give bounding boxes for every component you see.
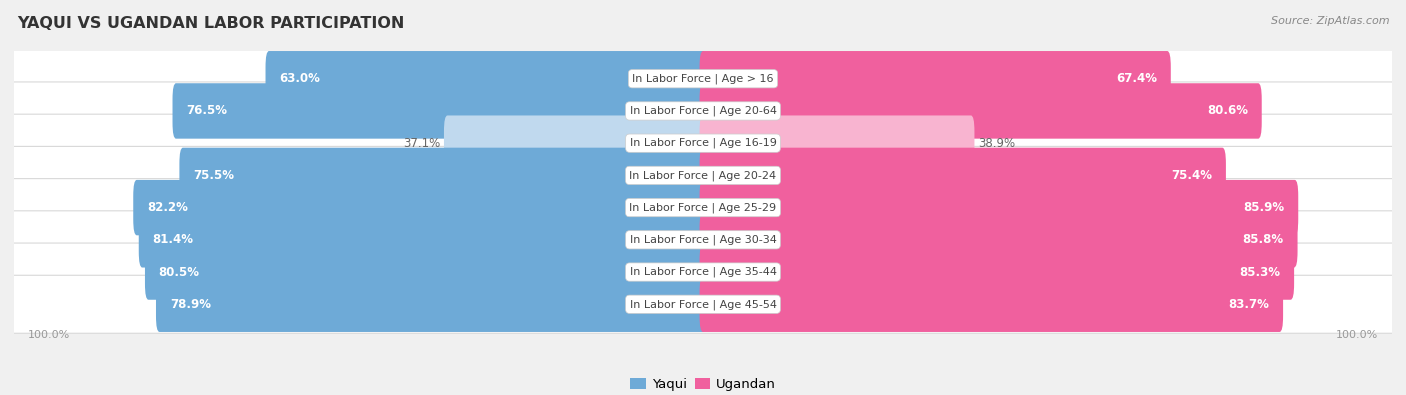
Text: In Labor Force | Age 20-24: In Labor Force | Age 20-24	[630, 170, 776, 181]
Text: 85.9%: 85.9%	[1243, 201, 1285, 214]
FancyBboxPatch shape	[700, 245, 1294, 300]
FancyBboxPatch shape	[11, 114, 1395, 172]
FancyBboxPatch shape	[11, 147, 1395, 204]
Text: 63.0%: 63.0%	[280, 72, 321, 85]
FancyBboxPatch shape	[134, 180, 706, 235]
Text: 76.5%: 76.5%	[186, 104, 228, 117]
Text: Source: ZipAtlas.com: Source: ZipAtlas.com	[1271, 16, 1389, 26]
Text: 80.6%: 80.6%	[1206, 104, 1249, 117]
Text: 83.7%: 83.7%	[1229, 298, 1270, 311]
Text: 38.9%: 38.9%	[979, 137, 1015, 150]
Text: In Labor Force | Age 35-44: In Labor Force | Age 35-44	[630, 267, 776, 277]
Text: 81.4%: 81.4%	[152, 233, 194, 246]
FancyBboxPatch shape	[700, 276, 1284, 332]
Text: 80.5%: 80.5%	[159, 265, 200, 278]
FancyBboxPatch shape	[700, 148, 1226, 203]
Text: 100.0%: 100.0%	[28, 330, 70, 340]
FancyBboxPatch shape	[180, 148, 706, 203]
FancyBboxPatch shape	[11, 50, 1395, 108]
FancyBboxPatch shape	[700, 51, 1171, 106]
FancyBboxPatch shape	[11, 275, 1395, 333]
FancyBboxPatch shape	[156, 276, 706, 332]
Text: In Labor Force | Age 30-34: In Labor Force | Age 30-34	[630, 235, 776, 245]
Text: In Labor Force | Age 20-64: In Labor Force | Age 20-64	[630, 106, 776, 116]
FancyBboxPatch shape	[173, 83, 706, 139]
Text: In Labor Force | Age 25-29: In Labor Force | Age 25-29	[630, 202, 776, 213]
FancyBboxPatch shape	[700, 83, 1261, 139]
Text: In Labor Force | Age > 16: In Labor Force | Age > 16	[633, 73, 773, 84]
Text: 75.5%: 75.5%	[193, 169, 235, 182]
FancyBboxPatch shape	[11, 243, 1395, 301]
Text: In Labor Force | Age 16-19: In Labor Force | Age 16-19	[630, 138, 776, 149]
Text: YAQUI VS UGANDAN LABOR PARTICIPATION: YAQUI VS UGANDAN LABOR PARTICIPATION	[17, 16, 405, 31]
Text: 67.4%: 67.4%	[1116, 72, 1157, 85]
Text: 85.3%: 85.3%	[1239, 265, 1281, 278]
Text: 100.0%: 100.0%	[1336, 330, 1378, 340]
Text: 82.2%: 82.2%	[148, 201, 188, 214]
Text: 78.9%: 78.9%	[170, 298, 211, 311]
FancyBboxPatch shape	[139, 212, 706, 267]
Text: 85.8%: 85.8%	[1243, 233, 1284, 246]
FancyBboxPatch shape	[11, 82, 1395, 140]
FancyBboxPatch shape	[700, 212, 1298, 267]
FancyBboxPatch shape	[700, 180, 1298, 235]
Text: In Labor Force | Age 45-54: In Labor Force | Age 45-54	[630, 299, 776, 310]
FancyBboxPatch shape	[700, 115, 974, 171]
FancyBboxPatch shape	[145, 245, 706, 300]
FancyBboxPatch shape	[266, 51, 706, 106]
FancyBboxPatch shape	[11, 179, 1395, 237]
Legend: Yaqui, Ugandan: Yaqui, Ugandan	[626, 373, 780, 395]
Text: 37.1%: 37.1%	[404, 137, 440, 150]
FancyBboxPatch shape	[11, 211, 1395, 269]
Text: 75.4%: 75.4%	[1171, 169, 1212, 182]
FancyBboxPatch shape	[444, 115, 706, 171]
